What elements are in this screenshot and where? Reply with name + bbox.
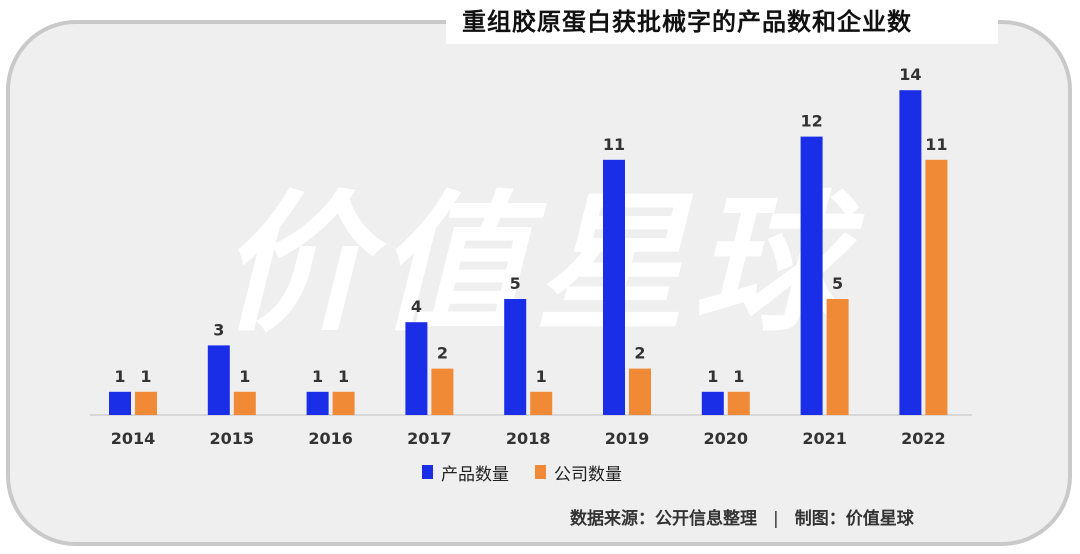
x-tick-label-2019: 2019 bbox=[605, 429, 650, 448]
product-value-label-2014: 1 bbox=[114, 367, 125, 386]
chart-frame bbox=[6, 20, 1072, 546]
product-value-label-2022: 14 bbox=[899, 65, 921, 84]
product-value-label-2020: 1 bbox=[707, 367, 718, 386]
company-bar-2015 bbox=[233, 391, 256, 415]
company-value-label-2022: 11 bbox=[925, 135, 947, 154]
product-bar-2021 bbox=[800, 136, 823, 415]
legend-label-company: 公司数量 bbox=[554, 464, 622, 485]
legend-swatch-product bbox=[422, 465, 433, 479]
legend-swatch-company bbox=[535, 465, 546, 479]
product-value-label-2021: 12 bbox=[800, 112, 822, 131]
company-bar-2014 bbox=[135, 391, 157, 415]
chart-title: 重组胶原蛋白获批械字的产品数和企业数 bbox=[462, 8, 912, 36]
company-bar-2017 bbox=[431, 368, 454, 415]
company-value-label-2020: 1 bbox=[733, 367, 744, 386]
company-bar-2021 bbox=[826, 299, 849, 415]
legend-item-company: 公司数量 bbox=[535, 460, 622, 485]
credit-note: 制图：价值星球 bbox=[794, 509, 914, 529]
product-value-label-2016: 1 bbox=[312, 367, 323, 386]
product-bar-2022 bbox=[899, 90, 922, 415]
x-tick-label-2022: 2022 bbox=[901, 429, 946, 448]
company-value-label-2014: 1 bbox=[140, 367, 151, 386]
footer-separator: | bbox=[773, 509, 779, 529]
company-bar-2016 bbox=[332, 391, 355, 415]
x-tick-label-2018: 2018 bbox=[506, 429, 551, 448]
title-background bbox=[446, 0, 998, 44]
x-tick-label-2014: 2014 bbox=[111, 429, 156, 448]
company-value-label-2016: 1 bbox=[338, 367, 349, 386]
x-tick-label-2020: 2020 bbox=[704, 429, 749, 448]
product-value-label-2019: 11 bbox=[603, 135, 625, 154]
product-value-label-2017: 4 bbox=[411, 297, 422, 316]
product-value-label-2015: 3 bbox=[213, 320, 224, 339]
company-bar-2022 bbox=[925, 159, 948, 415]
x-tick-label-2021: 2021 bbox=[802, 429, 847, 448]
product-bar-2019 bbox=[603, 159, 625, 415]
company-value-label-2018: 1 bbox=[536, 367, 547, 386]
company-bar-2020 bbox=[727, 391, 750, 415]
company-value-label-2017: 2 bbox=[437, 344, 448, 363]
source-footer: 数据来源：公开信息整理 | 制图：价值星球 bbox=[570, 506, 914, 532]
product-bar-2015 bbox=[207, 345, 230, 415]
x-tick-label-2017: 2017 bbox=[407, 429, 452, 448]
product-bar-2020 bbox=[701, 391, 724, 415]
company-value-label-2015: 1 bbox=[239, 367, 250, 386]
watermark: 价值星球 bbox=[218, 178, 851, 352]
legend: 产品数量 公司数量 bbox=[422, 460, 622, 485]
product-bar-2014 bbox=[109, 391, 131, 415]
company-bar-2019 bbox=[629, 368, 651, 415]
legend-item-product: 产品数量 bbox=[422, 460, 509, 485]
company-bar-2018 bbox=[530, 391, 553, 415]
product-bar-2017 bbox=[405, 322, 428, 415]
product-bar-2016 bbox=[306, 391, 329, 415]
product-value-label-2018: 5 bbox=[510, 274, 521, 293]
source-note: 数据来源：公开信息整理 bbox=[570, 509, 757, 529]
x-tick-label-2015: 2015 bbox=[210, 429, 255, 448]
company-value-label-2021: 5 bbox=[832, 274, 843, 293]
x-tick-label-2016: 2016 bbox=[308, 429, 353, 448]
product-bar-2018 bbox=[504, 299, 527, 415]
legend-label-product: 产品数量 bbox=[441, 464, 509, 485]
company-value-label-2019: 2 bbox=[634, 344, 645, 363]
